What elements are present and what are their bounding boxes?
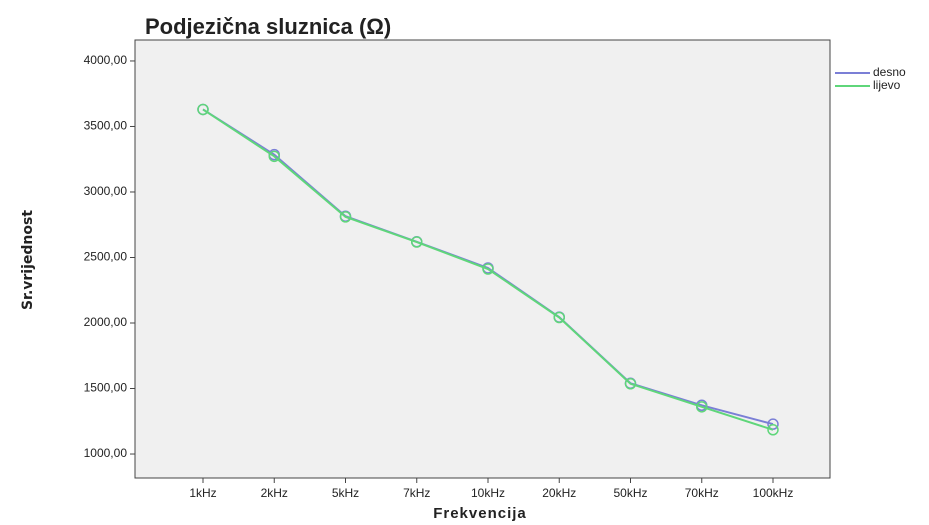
y-tick-label: 1000,00: [84, 446, 128, 460]
x-tick-label: 5kHz: [332, 486, 359, 500]
line: [202, 108, 774, 431]
x-tick-label: 50kHz: [613, 486, 647, 500]
x-tick-label: 100kHz: [753, 486, 794, 500]
point: [411, 236, 423, 248]
point: [339, 211, 352, 223]
x-tick-label: 20kHz: [542, 486, 576, 500]
y-tick-label: 3000,00: [84, 184, 128, 198]
y-tick-label: 2000,00: [84, 315, 128, 329]
x-tick-label: 70kHz: [685, 486, 719, 500]
point: [197, 103, 209, 116]
legend-label: lijevo: [873, 78, 901, 92]
point: [268, 150, 280, 163]
y-axis-title: Sr.vrijednost: [20, 210, 36, 310]
chart-title: Podjezična sluznica (Ω): [145, 14, 391, 39]
x-tick-label: 7kHz: [403, 486, 430, 500]
point: [767, 424, 779, 436]
point: [482, 263, 494, 275]
x-axis-title: Frekvencija: [433, 505, 527, 522]
y-tick-label: 1500,00: [84, 381, 128, 395]
y-tick-label: 2500,00: [84, 250, 128, 264]
plot-area: [134, 39, 831, 479]
x-tick-label: 1kHz: [189, 486, 216, 500]
x-tick-label: 2kHz: [261, 486, 288, 500]
point: [696, 401, 708, 413]
y-tick-label: 3500,00: [84, 119, 128, 133]
point: [553, 311, 565, 324]
x-tick-label: 10kHz: [471, 486, 505, 500]
y-tick-label: 4000,00: [84, 53, 128, 67]
point: [624, 378, 637, 390]
legend-label: desno: [873, 65, 906, 79]
